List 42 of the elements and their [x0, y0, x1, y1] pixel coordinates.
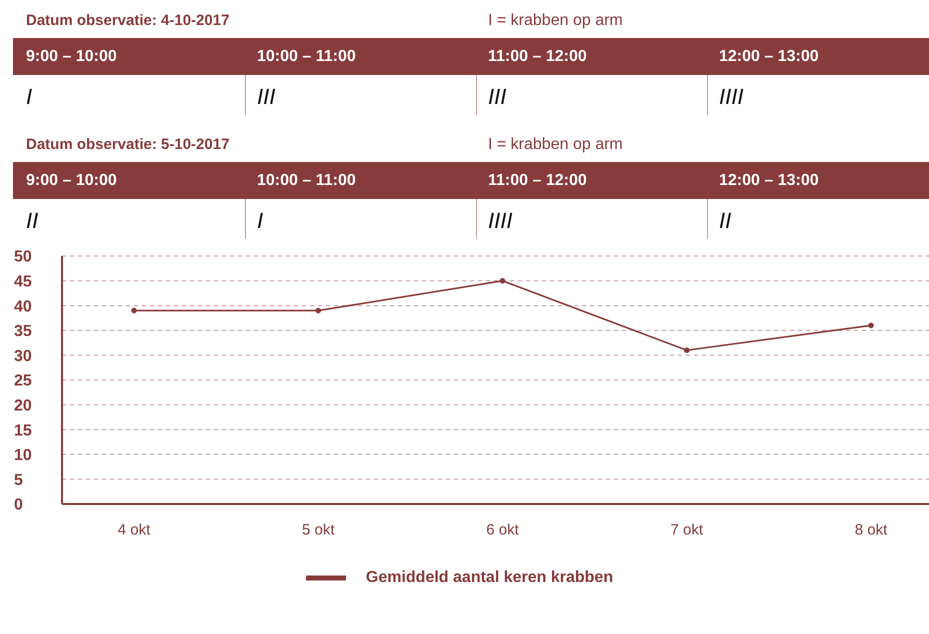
- text: I: [257, 208, 264, 233]
- y-tick-label: 50: [14, 248, 32, 266]
- text: III: [257, 84, 276, 109]
- point: [315, 308, 322, 314]
- y-tick-label: 20: [14, 397, 32, 414]
- y-tick-label: 15: [14, 422, 32, 440]
- category-label: 9:00 – 10:00: [26, 172, 117, 190]
- point: [500, 278, 506, 284]
- text: IIII: [719, 84, 744, 109]
- x-tick-label: 8 okt: [854, 522, 888, 539]
- y-tick-label: 5: [14, 472, 23, 489]
- text: Datum observatie: 5-10-2017: [26, 136, 230, 153]
- text: I = krabben op arm: [488, 12, 623, 30]
- y-tick-label: 40: [14, 298, 32, 316]
- y-tick-label: 45: [14, 273, 32, 290]
- text: I = krabben op arm: [488, 136, 623, 154]
- y-tick-label: 0: [14, 496, 23, 514]
- category-label: 12:00 – 13:00: [719, 172, 819, 190]
- legend-label: Gemiddeld aantal keren krabben: [366, 568, 614, 586]
- text: II: [26, 208, 38, 233]
- point: [684, 347, 690, 354]
- point: [868, 322, 874, 328]
- category-label: 11:00 – 12:00: [488, 48, 587, 66]
- x-tick-label: 7 okt: [670, 522, 704, 539]
- text: Datum observatie: 4-10-2017: [26, 12, 230, 29]
- category-label: 10:00 – 11:00: [257, 48, 356, 66]
- x-tick-label: 4 okt: [118, 522, 152, 539]
- y-tick-label: 35: [14, 323, 32, 340]
- category-label: 9:00 – 10:00: [26, 48, 117, 66]
- y-tick-label: 25: [14, 372, 32, 390]
- x-tick-label: 6 okt: [486, 522, 520, 539]
- category-label: 11:00 – 12:00: [488, 172, 587, 190]
- x-tick-label: 5 okt: [302, 522, 336, 539]
- category-label: 12:00 – 13:00: [719, 48, 819, 66]
- text: I: [26, 84, 32, 109]
- y-tick-label: 30: [14, 348, 32, 365]
- text: III: [488, 84, 506, 109]
- category-label: 10:00 – 11:00: [257, 172, 356, 190]
- text: IIII: [488, 208, 512, 233]
- point: [131, 308, 137, 314]
- text: II: [719, 208, 732, 233]
- y-tick-label: 10: [14, 447, 32, 464]
